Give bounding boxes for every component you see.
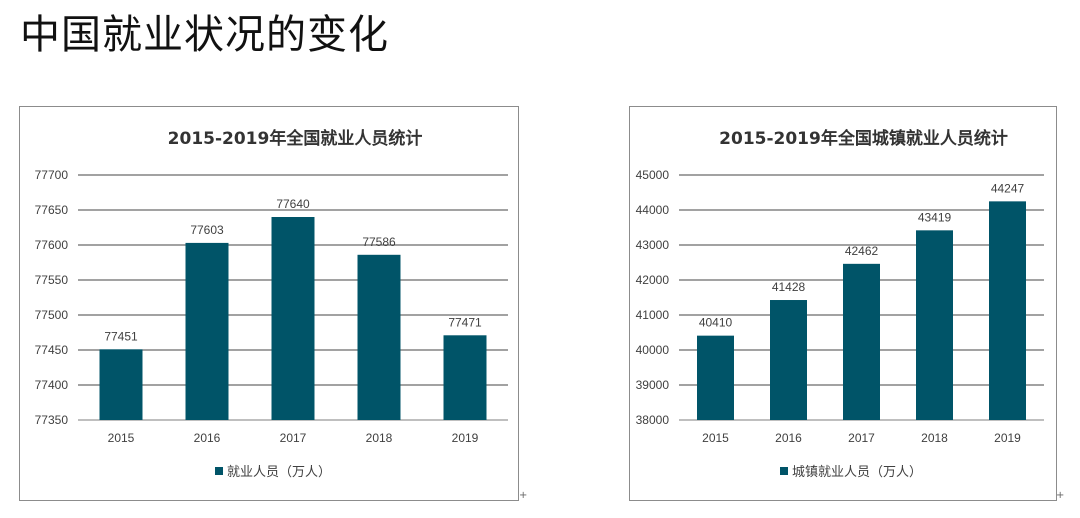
bar bbox=[843, 263, 880, 420]
x-tick-label: 2016 bbox=[775, 431, 802, 445]
legend-label: 城镇就业人员（万人） bbox=[792, 464, 922, 479]
x-tick-label: 2017 bbox=[280, 431, 307, 445]
x-tick-label: 2017 bbox=[848, 431, 875, 445]
x-tick-label: 2015 bbox=[702, 431, 729, 445]
data-label: 40410 bbox=[699, 316, 733, 330]
y-tick-label: 42000 bbox=[636, 273, 670, 287]
y-tick-label: 44000 bbox=[636, 203, 670, 217]
bar bbox=[99, 349, 143, 420]
data-label: 77640 bbox=[276, 197, 310, 211]
y-tick-label: 77650 bbox=[35, 203, 69, 217]
legend-swatch bbox=[215, 467, 223, 475]
y-tick-label: 39000 bbox=[636, 378, 670, 392]
y-tick-label: 43000 bbox=[636, 238, 670, 252]
x-tick-label: 2018 bbox=[366, 431, 393, 445]
page-title: 中国就业状况的变化 bbox=[20, 12, 389, 58]
data-label: 77586 bbox=[362, 235, 396, 249]
bar bbox=[916, 230, 953, 420]
urban-employment-bar-chart: 2015-2019年全国城镇就业人员统计 38000 39000 40000 41000… bbox=[636, 128, 1044, 479]
x-tick-label: 2018 bbox=[921, 431, 948, 445]
y-tick-label: 38000 bbox=[636, 413, 670, 427]
y-tick-label: 77600 bbox=[35, 238, 69, 252]
urban-employment-chart-panel: 2015-2019年全国城镇就业人员统计 38000 39000 40000 41000… bbox=[629, 106, 1057, 501]
y-tick-label: 77450 bbox=[35, 343, 69, 357]
plus-mark-icon: + bbox=[519, 490, 528, 501]
plus-mark-icon: + bbox=[1056, 490, 1065, 501]
y-tick-label: 77550 bbox=[35, 273, 69, 287]
y-tick-label: 77400 bbox=[35, 378, 69, 392]
bar bbox=[185, 242, 229, 420]
chart-title: 2015-2019年全国城镇就业人员统计 bbox=[719, 128, 1008, 149]
x-tick-label: 2016 bbox=[194, 431, 221, 445]
y-tick-label: 77700 bbox=[35, 168, 69, 182]
bar bbox=[443, 335, 487, 420]
y-tick-label: 41000 bbox=[636, 308, 670, 322]
data-label: 42462 bbox=[845, 244, 879, 258]
y-tick-label: 77500 bbox=[35, 308, 69, 322]
y-tick-label: 77350 bbox=[35, 413, 69, 427]
bar bbox=[697, 335, 734, 420]
bar bbox=[989, 201, 1026, 420]
data-label: 44247 bbox=[991, 181, 1025, 195]
legend-swatch bbox=[780, 467, 788, 475]
employment-chart-panel: 2015-2019年全国就业人员统计 77350 77400 77450 77500 77… bbox=[19, 106, 519, 501]
bar bbox=[271, 217, 315, 420]
y-tick-label: 40000 bbox=[636, 343, 670, 357]
data-label: 41428 bbox=[772, 280, 806, 294]
data-label: 43419 bbox=[918, 210, 952, 224]
x-tick-label: 2019 bbox=[994, 431, 1021, 445]
x-tick-label: 2019 bbox=[452, 431, 479, 445]
employment-bar-chart: 2015-2019年全国就业人员统计 77350 77400 77450 77500 77… bbox=[35, 128, 508, 479]
data-label: 77471 bbox=[448, 315, 482, 329]
y-tick-label: 45000 bbox=[636, 168, 670, 182]
bar bbox=[357, 254, 401, 420]
data-label: 77451 bbox=[104, 329, 138, 343]
chart-title: 2015-2019年全国就业人员统计 bbox=[168, 128, 423, 149]
x-tick-label: 2015 bbox=[108, 431, 135, 445]
data-label: 77603 bbox=[190, 223, 224, 237]
legend-label: 就业人员（万人） bbox=[227, 464, 331, 479]
bar bbox=[770, 300, 807, 420]
